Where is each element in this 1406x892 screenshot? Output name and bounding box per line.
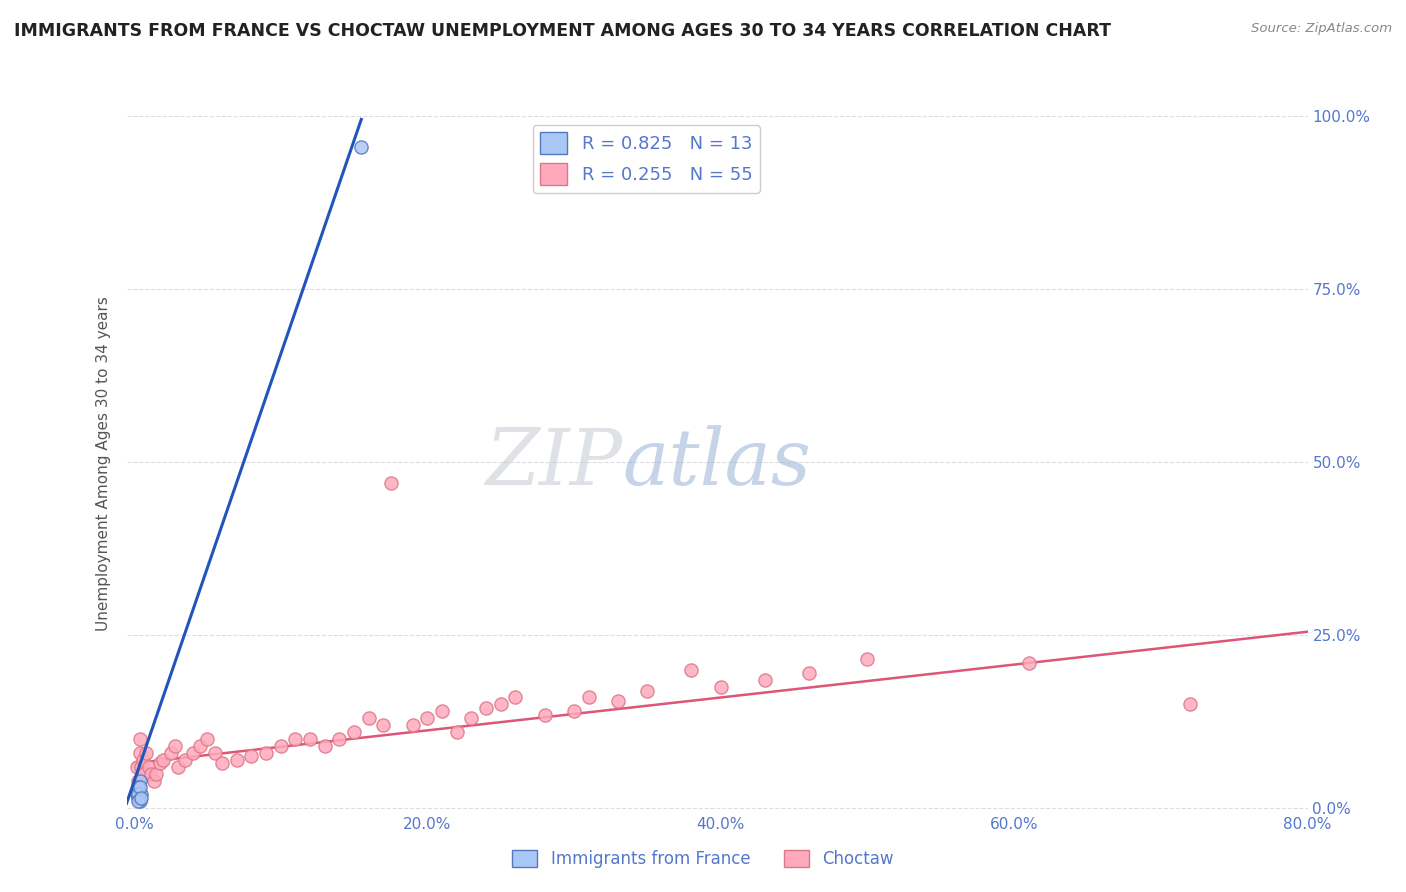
Point [143,773,166,788]
Point [710,680,733,694]
Point [134,766,156,780]
Point [129,790,152,805]
Point [141,766,163,780]
Point [204,746,226,760]
Point [328,732,350,747]
Point [145,766,167,780]
Point [505,690,527,705]
Point [754,673,776,688]
Point [127,788,149,802]
Point [128,794,150,808]
Point [636,683,658,698]
Point [1180,698,1202,712]
Point [125,760,148,774]
Point [681,663,703,677]
Point [174,753,197,767]
Point [430,704,453,718]
Point [159,746,181,760]
Point [128,773,150,788]
Point [128,732,150,747]
Point [129,788,152,802]
Point [127,780,149,795]
Point [254,746,277,760]
Point [284,732,307,747]
Point [533,707,555,722]
Point [135,746,157,760]
Point [125,788,148,802]
Point [373,718,395,732]
Point [460,711,482,725]
Legend: R = 0.825   N = 13, R = 0.255   N = 55: R = 0.825 N = 13, R = 0.255 N = 55 [533,125,759,193]
Point [380,475,402,490]
Point [138,760,160,774]
Point [127,794,149,808]
Text: Source: ZipAtlas.com: Source: ZipAtlas.com [1251,22,1392,36]
Point [129,760,152,774]
Point [343,725,366,739]
Point [195,732,218,747]
Point [797,666,820,681]
Point [188,739,211,753]
Point [167,760,190,774]
Point [128,746,150,760]
Point [211,756,233,771]
Point [489,698,512,712]
Point [270,739,292,753]
Point [128,790,150,805]
Point [149,756,172,771]
Point [240,749,263,764]
Point [181,746,204,760]
Y-axis label: Unemployment Among Ages 30 to 34 years: Unemployment Among Ages 30 to 34 years [96,296,111,632]
Point [446,725,468,739]
Point [1018,656,1040,670]
Point [401,718,423,732]
Point [127,790,149,805]
Point [607,694,630,708]
Point [225,753,247,767]
Point [152,753,174,767]
Point [578,690,600,705]
Point [163,739,186,753]
Text: atlas: atlas [623,425,811,502]
Point [562,704,585,718]
Point [357,711,380,725]
Point [127,780,149,795]
Point [314,739,336,753]
Point [856,652,879,666]
Point [131,753,153,767]
Point [298,732,321,747]
Legend: Immigrants from France, Choctaw: Immigrants from France, Choctaw [506,843,900,875]
Point [127,773,149,788]
Point [416,711,439,725]
Point [350,140,373,154]
Point [128,780,150,795]
Point [475,701,498,715]
Text: ZIP: ZIP [485,425,623,502]
Text: IMMIGRANTS FROM FRANCE VS CHOCTAW UNEMPLOYMENT AMONG AGES 30 TO 34 YEARS CORRELA: IMMIGRANTS FROM FRANCE VS CHOCTAW UNEMPL… [14,22,1111,40]
